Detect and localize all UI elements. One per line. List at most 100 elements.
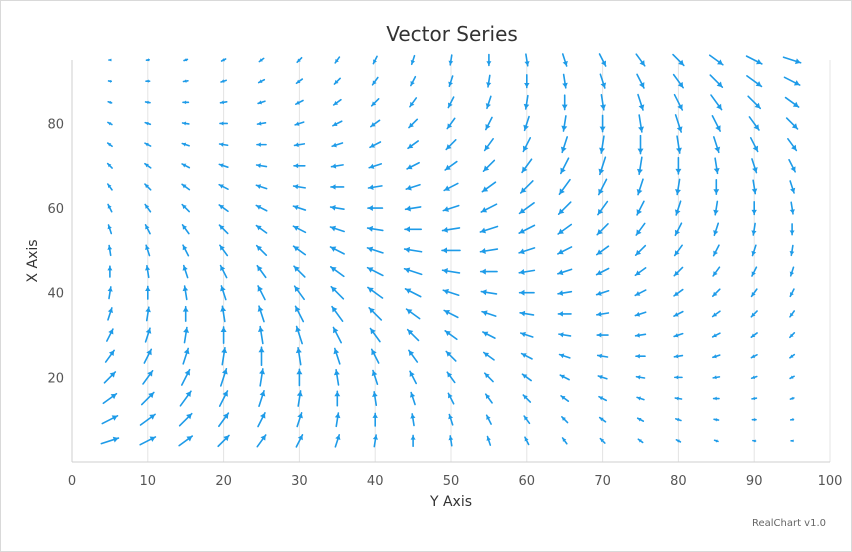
vector-arrow: [673, 93, 684, 111]
vector-arrow: [596, 311, 610, 317]
vector-arrow: [789, 417, 795, 422]
vector-arrow: [789, 223, 795, 236]
vector-arrow: [409, 97, 418, 108]
vector-arrow: [674, 222, 683, 237]
vector-arrow: [107, 307, 114, 321]
vector-arrow: [448, 413, 454, 426]
vector-arrow: [789, 310, 796, 318]
vector-arrow: [635, 53, 646, 67]
vector-arrow: [448, 54, 454, 66]
x-tick-label: 10: [140, 474, 157, 489]
vector-arrow: [790, 439, 794, 443]
vector-arrow: [257, 285, 266, 301]
vector-arrow: [712, 244, 720, 257]
vector-arrow: [296, 412, 303, 428]
vector-arrow: [711, 310, 721, 318]
vector-arrow: [745, 55, 763, 65]
vector-arrow: [257, 100, 266, 105]
vector-arrow: [557, 268, 573, 276]
vector-arrow: [557, 311, 572, 317]
vector-arrow: [634, 244, 647, 256]
vector-arrow: [181, 163, 191, 169]
vector-arrow: [144, 162, 152, 169]
vector-arrow: [597, 178, 608, 196]
vector-arrow: [634, 267, 647, 277]
vector-arrow: [713, 418, 720, 422]
vector-arrow: [331, 142, 344, 148]
vector-arrow: [294, 305, 305, 323]
vector-arrow: [367, 205, 384, 212]
vector-arrow: [672, 53, 685, 67]
vector-arrow: [293, 285, 305, 301]
vector-arrow: [483, 138, 494, 152]
vector-arrow: [523, 94, 530, 110]
vector-arrow: [448, 435, 454, 447]
vector-arrow: [259, 368, 266, 387]
vector-arrow: [446, 117, 456, 130]
vector-arrow: [255, 224, 268, 234]
vector-arrow: [296, 56, 303, 64]
vector-arrow: [486, 435, 492, 446]
vector-arrow: [636, 178, 644, 196]
vector-arrow: [258, 346, 265, 367]
vector-arrow: [674, 396, 683, 401]
vector-arrow: [145, 285, 151, 300]
vector-arrow: [713, 157, 720, 175]
vector-arrow: [218, 390, 229, 407]
vector-arrow: [634, 311, 647, 317]
vector-arrow: [485, 116, 493, 131]
vector-arrow: [218, 163, 229, 168]
vector-arrow: [561, 416, 569, 424]
vector-arrow: [404, 226, 423, 233]
vector-arrow: [294, 99, 304, 105]
vector-arrow: [292, 245, 307, 256]
vector-arrow: [368, 307, 383, 321]
vector-arrow: [218, 412, 230, 428]
vector-arrow: [404, 288, 422, 298]
vector-arrow: [673, 332, 684, 338]
vector-arrow: [673, 266, 684, 277]
vector-arrow: [294, 121, 305, 126]
vector-arrow: [483, 372, 494, 383]
vector-arrow: [366, 266, 384, 277]
vector-arrow: [219, 121, 228, 126]
vector-arrow: [369, 327, 381, 343]
vector-arrow: [560, 136, 569, 154]
vector-arrow: [675, 418, 682, 422]
vector-arrow: [709, 74, 724, 89]
vector-arrow: [634, 289, 647, 297]
vector-arrow: [145, 244, 151, 257]
vector-arrow: [750, 353, 758, 359]
vector-arrow: [334, 434, 341, 448]
vector-arrow: [334, 390, 341, 407]
vector-arrow: [752, 439, 757, 443]
vector-arrow: [750, 375, 758, 380]
vector-arrow: [295, 78, 304, 85]
vector-arrow: [596, 223, 609, 236]
vector-arrow: [107, 224, 113, 235]
vector-arrow: [483, 351, 495, 361]
vector-arrow: [256, 142, 267, 147]
vector-arrow: [372, 412, 378, 427]
vector-arrow: [598, 156, 607, 176]
y-axis-title: X Axis: [25, 239, 41, 282]
vector-arrow: [445, 139, 457, 151]
vector-arrow: [329, 225, 345, 233]
vector-arrow: [256, 264, 267, 279]
x-tick-label: 100: [818, 474, 843, 489]
vector-arrow: [107, 203, 113, 213]
vector-arrow: [329, 246, 345, 255]
vector-arrow: [218, 224, 229, 235]
vector-arrow: [409, 370, 417, 385]
vector-arrow: [139, 436, 157, 446]
vector-arrow: [637, 93, 645, 111]
vector-arrow: [257, 78, 266, 84]
vector-arrow: [635, 353, 646, 359]
vector-arrow: [599, 73, 607, 89]
vector-arrow: [598, 395, 608, 402]
vector-arrow: [485, 95, 492, 110]
vector-arrow: [559, 374, 570, 381]
vector-arrow: [144, 183, 152, 191]
vector-arrow: [635, 375, 646, 380]
x-tick-label: 80: [670, 474, 687, 489]
